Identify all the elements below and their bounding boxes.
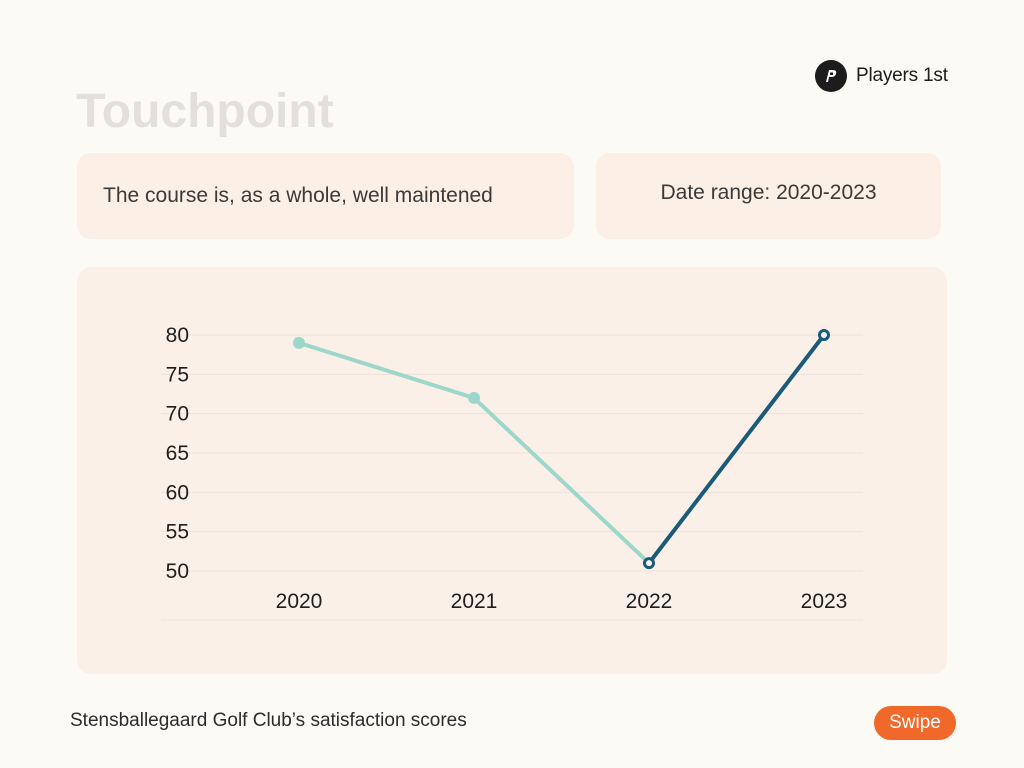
swipe-button[interactable]: Swipe — [874, 706, 956, 740]
y-tick-label: 65 — [166, 442, 189, 465]
brand-name: Players 1st — [856, 65, 948, 86]
x-tick-label: 2021 — [451, 590, 498, 613]
brand-logo: Players 1st — [815, 60, 948, 92]
y-tick-label: 70 — [166, 403, 189, 426]
y-tick-label: 60 — [166, 481, 189, 504]
question-text: The course is, as a whole, well maintene… — [103, 184, 493, 207]
x-tick-label: 2022 — [626, 590, 673, 613]
y-tick-label: 55 — [166, 521, 189, 544]
y-tick-label: 80 — [166, 324, 189, 347]
date-range-text: Date range: 2020-2023 — [660, 181, 877, 204]
data-point — [293, 336, 305, 349]
x-tick-label: 2020 — [276, 590, 323, 613]
players-1st-logo-icon — [815, 60, 847, 92]
x-tick-label: 2023 — [801, 590, 848, 613]
question-card: The course is, as a whole, well maintene… — [77, 153, 574, 239]
series-line-segment — [472, 395, 651, 566]
caption: Stensballegaard Golf Club’s satisfaction… — [70, 710, 467, 731]
line-chart: 80 75 70 65 60 55 50 2020 2021 2022 2023 — [161, 324, 863, 621]
chart-panel: 80 75 70 65 60 55 50 2020 2021 2022 2023 — [77, 267, 947, 674]
page-title: Touchpoint — [76, 85, 334, 138]
y-tick-label: 50 — [166, 560, 189, 583]
data-point — [643, 557, 655, 570]
data-point — [818, 329, 830, 341]
data-point — [468, 391, 480, 404]
series-line-segment — [297, 340, 476, 400]
date-range-card: Date range: 2020-2023 — [596, 153, 941, 239]
series-line-segment — [647, 333, 826, 566]
y-tick-label: 75 — [166, 363, 189, 386]
